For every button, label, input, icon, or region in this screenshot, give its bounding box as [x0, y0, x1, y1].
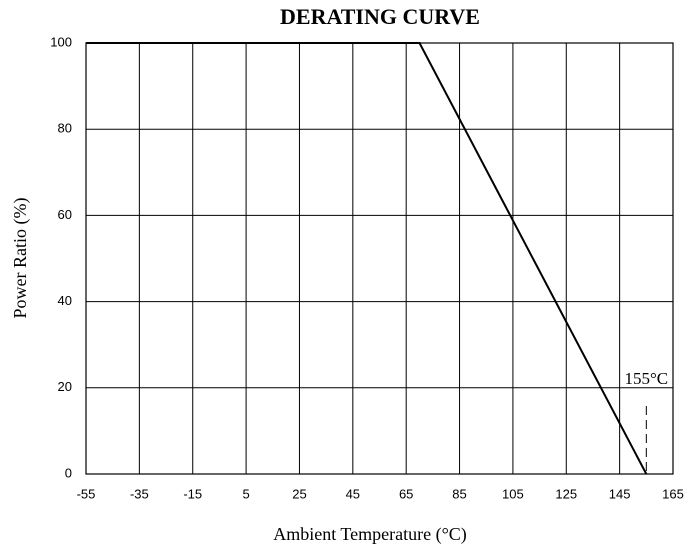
y-tick-label: 0: [65, 465, 72, 480]
x-tick-label: -15: [183, 486, 202, 501]
x-tick-label: 165: [662, 486, 684, 501]
y-tick-label: 60: [58, 207, 72, 222]
plot-frame: [85, 42, 674, 475]
y-tick-label: 20: [58, 379, 72, 394]
x-tick-label: 85: [452, 486, 466, 501]
y-tick-label: 80: [58, 121, 72, 136]
x-tick-label: 25: [292, 486, 306, 501]
x-tick-label: -55: [77, 486, 96, 501]
x-tick-label: 125: [555, 486, 577, 501]
x-tick-label: 5: [242, 486, 249, 501]
chart-title: DERATING CURVE: [280, 4, 480, 29]
x-tick-label: 145: [609, 486, 631, 501]
y-axis-label: Power Ratio (%): [10, 198, 31, 319]
x-tick-label: 65: [399, 486, 413, 501]
data-line: [86, 42, 648, 475]
annotation: 155°C: [624, 369, 668, 388]
x-axis-label: Ambient Temperature (°C): [273, 524, 467, 545]
y-tick-label: 40: [58, 293, 72, 308]
x-tick-label: 45: [346, 486, 360, 501]
x-tick-label: -35: [130, 486, 149, 501]
y-tick-label: 100: [50, 34, 72, 49]
x-tick-label: 105: [502, 486, 524, 501]
